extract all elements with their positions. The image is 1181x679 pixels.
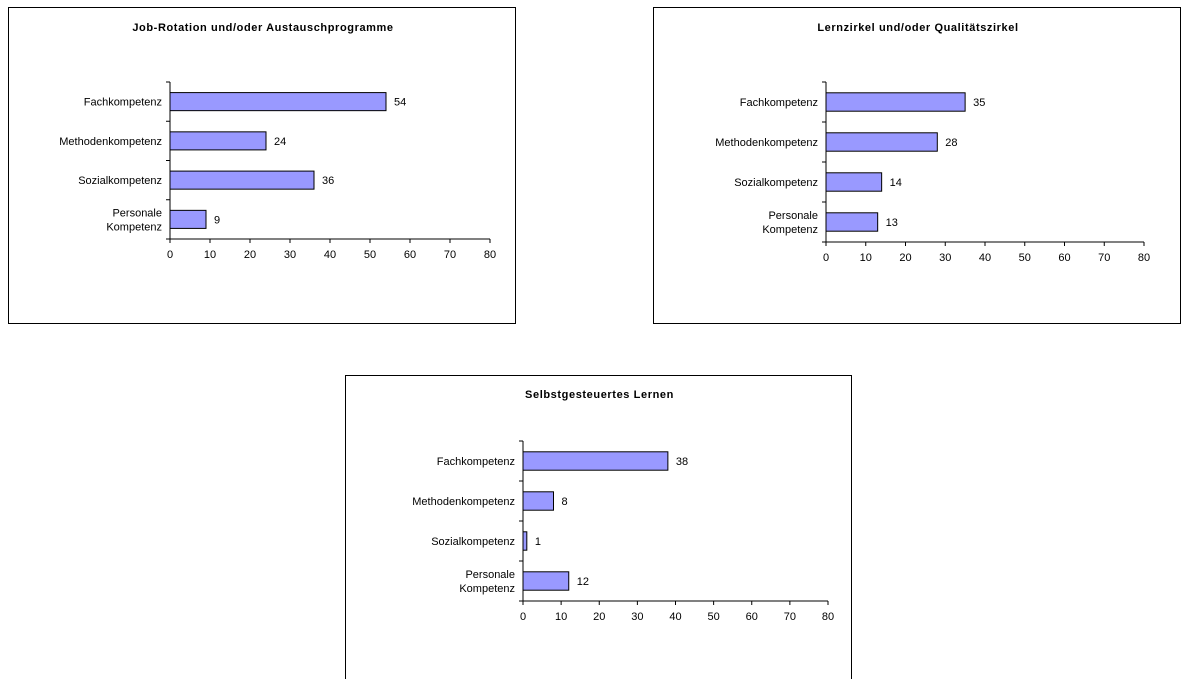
data-label: 38 bbox=[676, 456, 688, 468]
chart-svg: Lernzirkel und/oder Qualitätszirkel 0 10 20… bbox=[715, 22, 1150, 264]
x-tick-label: 80 bbox=[484, 249, 496, 261]
data-label: 1 bbox=[535, 536, 541, 548]
data-label: 9 bbox=[214, 214, 220, 226]
bar bbox=[825, 132, 938, 152]
bar bbox=[169, 170, 315, 190]
x-tick-label: 20 bbox=[593, 611, 605, 623]
category-label: Methodenkompetenz bbox=[59, 136, 162, 148]
category-label: Fachkompetenz bbox=[437, 456, 515, 468]
x-tick-label: 50 bbox=[1019, 252, 1031, 264]
chart-title: Job-Rotation und/oder Austauschprogramme bbox=[132, 22, 393, 34]
data-label: 24 bbox=[274, 136, 286, 148]
chart-panel-selbstgesteuert: Selbstgesteuertes Lernen 0 10 20 30 40 50 60 70 8… bbox=[345, 375, 852, 679]
bar bbox=[825, 172, 883, 192]
category-label: Methodenkompetenz bbox=[715, 137, 818, 149]
x-tick-label: 10 bbox=[555, 611, 567, 623]
chart-panel-lernzirkel: Lernzirkel und/oder Qualitätszirkel 0 10 20… bbox=[653, 7, 1181, 324]
x-tick-label: 40 bbox=[324, 249, 336, 261]
x-tick-label: 30 bbox=[939, 252, 951, 264]
bar bbox=[169, 131, 267, 151]
x-tick-label: 50 bbox=[708, 611, 720, 623]
x-tick-label: 0 bbox=[520, 611, 526, 623]
bar bbox=[522, 491, 554, 511]
chart-svg: Job-Rotation und/oder Austauschprogramme… bbox=[59, 22, 496, 261]
x-tick-label: 60 bbox=[404, 249, 416, 261]
x-tick-label: 80 bbox=[1138, 252, 1150, 264]
x-tick-label: 40 bbox=[979, 252, 991, 264]
x-tick-label: 70 bbox=[1098, 252, 1110, 264]
x-tick-label: 30 bbox=[631, 611, 643, 623]
data-label: 14 bbox=[890, 177, 902, 189]
category-label: Personale Kompetenz bbox=[106, 207, 162, 233]
x-tick-label: 40 bbox=[669, 611, 681, 623]
bar bbox=[169, 92, 387, 112]
chart-title: Selbstgesteuertes Lernen bbox=[525, 389, 674, 401]
x-tick-label: 60 bbox=[746, 611, 758, 623]
data-label: 36 bbox=[322, 175, 334, 187]
category-label: Sozialkompetenz bbox=[431, 536, 515, 548]
bar bbox=[522, 571, 570, 591]
data-label: 12 bbox=[577, 576, 589, 588]
x-tick-label: 0 bbox=[823, 252, 829, 264]
bar bbox=[169, 209, 207, 229]
data-label: 54 bbox=[394, 97, 406, 109]
x-tick-label: 0 bbox=[167, 249, 173, 261]
bar bbox=[522, 531, 528, 551]
chart-panel-job-rotation: Job-Rotation und/oder Austauschprogramme… bbox=[8, 7, 516, 324]
x-tick-label: 20 bbox=[899, 252, 911, 264]
category-label: Fachkompetenz bbox=[84, 97, 162, 109]
bar bbox=[825, 92, 966, 112]
category-label: Sozialkompetenz bbox=[734, 177, 818, 189]
data-label: 8 bbox=[562, 496, 568, 508]
chart-svg: Selbstgesteuertes Lernen 0 10 20 30 40 50 60 70 8… bbox=[412, 389, 834, 623]
bar bbox=[825, 212, 879, 232]
bar bbox=[522, 451, 669, 471]
chart-title: Lernzirkel und/oder Qualitätszirkel bbox=[817, 22, 1018, 34]
x-tick-label: 10 bbox=[860, 252, 872, 264]
category-label: Personale Kompetenz bbox=[762, 210, 818, 236]
category-label: Methodenkompetenz bbox=[412, 496, 515, 508]
data-label: 13 bbox=[886, 217, 898, 229]
x-tick-label: 20 bbox=[244, 249, 256, 261]
data-label: 35 bbox=[973, 97, 985, 109]
x-tick-label: 80 bbox=[822, 611, 834, 623]
category-label: Fachkompetenz bbox=[740, 97, 818, 109]
x-tick-label: 70 bbox=[444, 249, 456, 261]
x-tick-label: 10 bbox=[204, 249, 216, 261]
x-tick-label: 30 bbox=[284, 249, 296, 261]
x-tick-label: 50 bbox=[364, 249, 376, 261]
x-tick-label: 70 bbox=[784, 611, 796, 623]
category-label: Personale Kompetenz bbox=[459, 569, 515, 595]
data-label: 28 bbox=[945, 137, 957, 149]
category-label: Sozialkompetenz bbox=[78, 175, 162, 187]
x-tick-label: 60 bbox=[1058, 252, 1070, 264]
